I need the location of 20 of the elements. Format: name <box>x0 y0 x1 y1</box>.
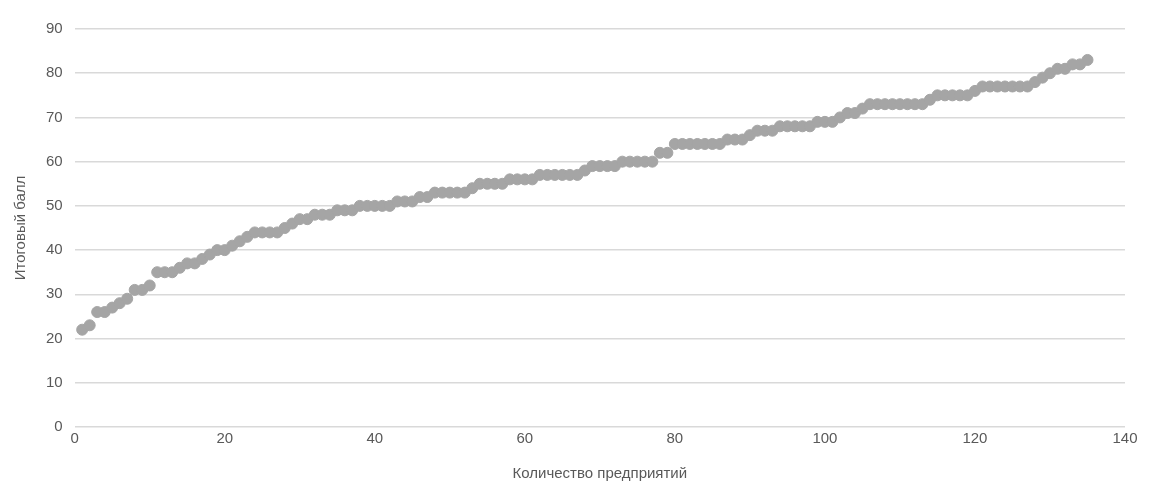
y-tick-label: 20 <box>46 328 63 346</box>
y-axis-title: Итоговый балл <box>11 175 29 281</box>
y-tick-label: 0 <box>54 417 63 435</box>
x-tick-label: 20 <box>216 429 234 447</box>
x-tick-label: 140 <box>1112 429 1138 447</box>
y-tick-label: 60 <box>46 151 63 169</box>
y-tick-label: 50 <box>46 196 63 214</box>
y-tick-label: 40 <box>46 240 63 258</box>
y-tick-label: 70 <box>46 107 63 125</box>
x-tick-label: 0 <box>70 429 79 447</box>
x-tick-label: 60 <box>516 429 534 447</box>
x-tick-label: 120 <box>962 429 988 447</box>
x-tick-label: 40 <box>366 429 384 447</box>
x-tick-label: 100 <box>812 429 838 447</box>
y-tick-label: 80 <box>46 63 63 81</box>
x-tick-label: 80 <box>666 429 684 447</box>
y-tick-label: 90 <box>46 19 63 37</box>
y-tick-label: 30 <box>46 284 63 302</box>
x-axis-title: Количество предприятий <box>512 464 688 482</box>
y-tick-label: 10 <box>46 372 63 390</box>
